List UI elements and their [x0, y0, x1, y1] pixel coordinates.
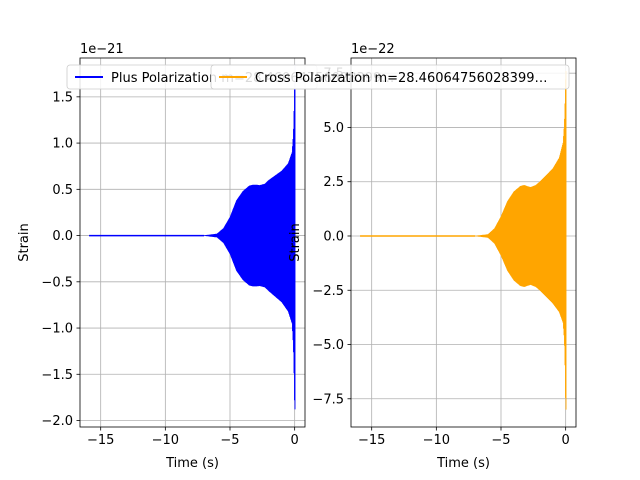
x-tick-label: −5 — [491, 433, 510, 448]
x-tick-label: −5 — [220, 433, 239, 448]
x-tick-label: −15 — [358, 433, 385, 448]
x-tick-label: −15 — [87, 433, 114, 448]
x-axis-label: Time (s) — [436, 456, 490, 471]
y-tick-label: −1.0 — [41, 322, 73, 337]
axes-frame — [79, 57, 306, 428]
y-axis-label: Strain — [288, 223, 303, 262]
y-tick-label: −7.5 — [312, 392, 344, 407]
x-tick-label: 0 — [562, 433, 570, 448]
x-tick-label: −10 — [423, 433, 450, 448]
y-tick-label: 0.0 — [323, 229, 344, 244]
legend-label: Cross Polarization m=28.46064756028399… — [255, 71, 547, 86]
axes-frame — [350, 57, 577, 428]
axis-offset-label: 1e−21 — [80, 42, 124, 57]
y-tick-label: −0.5 — [41, 275, 73, 290]
y-tick-label: 5.0 — [323, 121, 344, 136]
y-tick-label: 1.5 — [52, 90, 73, 105]
y-tick-label: 2.5 — [323, 175, 344, 190]
y-tick-label: 0.0 — [52, 229, 73, 244]
subplot-1: −15 −10 −5 0 −2.0 −1.5 −1.0 −0.5 0.0 0.5 1.0 1.5 Tim… — [17, 42, 306, 471]
y-tick-label: −1.5 — [41, 368, 73, 383]
y-tick-label: −2.5 — [312, 284, 344, 299]
y-tick-label: −5.0 — [312, 338, 344, 353]
series-waveform — [467, 71, 567, 410]
x-axis-label: Time (s) — [165, 456, 219, 471]
axis-offset-label: 1e−22 — [351, 42, 395, 57]
series-waveform — [196, 64, 296, 410]
y-axis-label: Strain — [17, 223, 32, 262]
legend-2: Cross Polarization m=28.46064756028399… — [210, 64, 570, 90]
y-tick-label: −2.0 — [41, 414, 73, 429]
y-tick-label: 0.5 — [52, 183, 73, 198]
x-tick-label: 0 — [291, 433, 299, 448]
legend-box — [210, 64, 570, 90]
x-tick-label: −10 — [152, 433, 179, 448]
y-tick-label: 1.0 — [52, 137, 73, 152]
